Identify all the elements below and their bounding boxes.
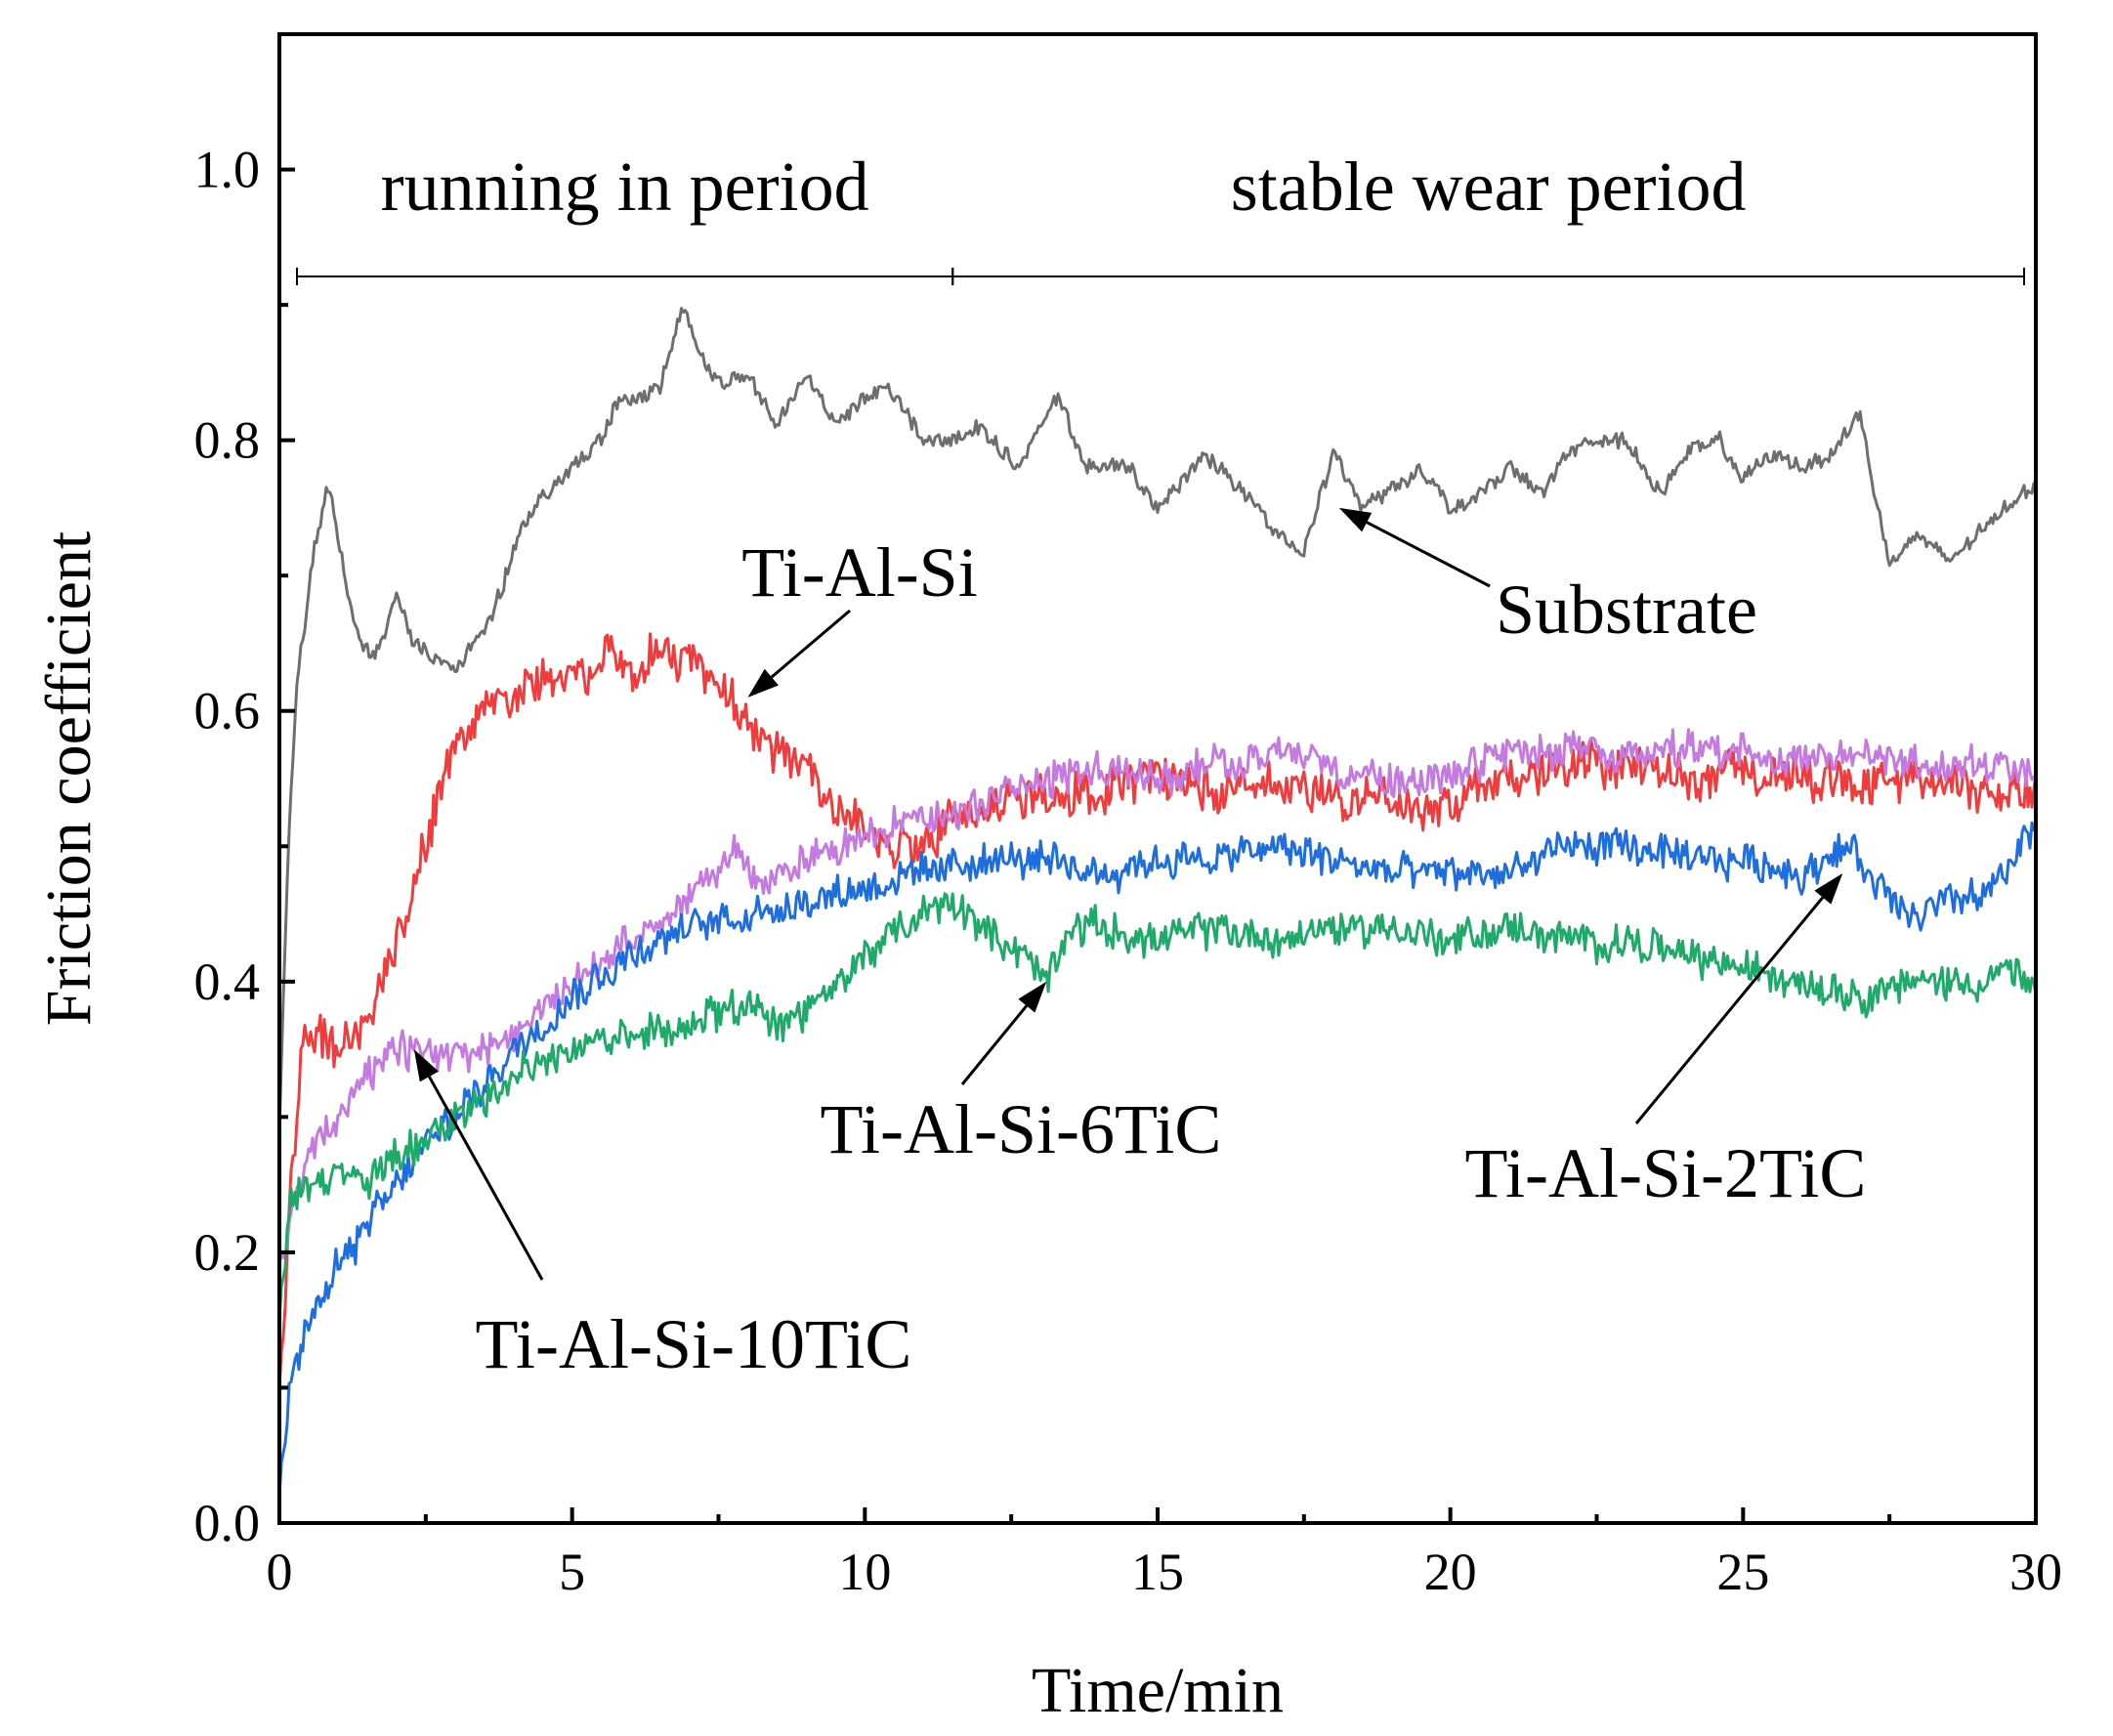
annotation-arrow-line xyxy=(770,609,851,679)
y-tick-label: 0.0 xyxy=(194,1494,261,1552)
annotation-label: Ti-Al-Si-6TiC xyxy=(821,1090,1222,1168)
x-axis-title: Time/min xyxy=(1032,1655,1284,1726)
annotation-arrowhead xyxy=(1814,872,1843,905)
annotation-arrowhead xyxy=(747,668,779,698)
annotation-label: Ti-Al-Si-10TiC xyxy=(476,1305,912,1383)
annotation-label: Substrate xyxy=(1496,571,1757,649)
annotation-arrow-line xyxy=(1634,896,1825,1124)
annotation-label: Ti-Al-Si xyxy=(741,533,977,612)
y-tick-label: 0.2 xyxy=(194,1223,261,1282)
series-line-substrate xyxy=(279,307,2036,1131)
annotation-arrow-line xyxy=(428,1076,544,1281)
x-tick-label: 10 xyxy=(838,1543,891,1601)
y-tick-label: 0.8 xyxy=(194,411,261,470)
annotation-arrow-line xyxy=(1366,521,1491,588)
x-tick-label: 15 xyxy=(1131,1543,1184,1601)
x-tick-label: 5 xyxy=(559,1543,585,1601)
x-tick-label: 30 xyxy=(2009,1543,2062,1601)
period-label: stable wear period xyxy=(1231,148,1747,226)
y-axis-title: Friction coefficient xyxy=(33,531,105,1026)
series-line-ti-al-si-2tic xyxy=(279,819,2036,1497)
annotation-arrowhead xyxy=(1018,981,1047,1013)
y-tick-label: 0.6 xyxy=(194,682,261,741)
x-tick-label: 0 xyxy=(267,1543,293,1601)
series-line-ti-al-si xyxy=(279,632,2036,1388)
x-tick-label: 25 xyxy=(1716,1543,1769,1601)
series-line-ti-al-si-6tic xyxy=(279,892,2036,1321)
y-tick-label: 1.0 xyxy=(194,141,261,199)
annotation-arrowhead xyxy=(1338,507,1373,532)
period-label: running in period xyxy=(381,148,869,226)
y-tick-label: 0.4 xyxy=(194,953,261,1011)
annotation-arrow-line xyxy=(960,1004,1029,1085)
annotation-label: Ti-Al-Si-2TiC xyxy=(1465,1134,1867,1212)
annotation-arrowhead xyxy=(413,1049,440,1082)
x-tick-label: 20 xyxy=(1424,1543,1477,1601)
